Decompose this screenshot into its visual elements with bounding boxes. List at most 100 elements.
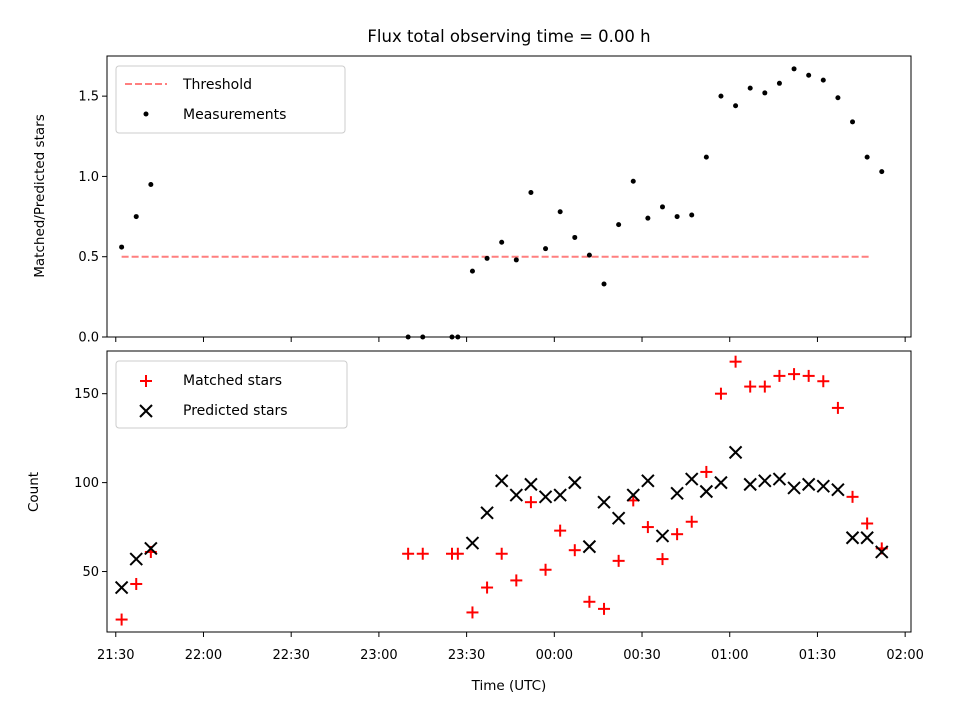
matched-stars-point bbox=[539, 563, 552, 576]
count-legend-box bbox=[115, 360, 348, 429]
matched-stars-point bbox=[524, 496, 537, 509]
matched-stars-point bbox=[773, 369, 786, 382]
predicted-stars-point bbox=[538, 490, 553, 504]
matched-stars-point bbox=[451, 547, 464, 560]
measurements-point bbox=[119, 244, 125, 250]
ratio-x-ticks bbox=[115, 337, 906, 342]
count-y-ticks: 50 100 150 bbox=[74, 387, 107, 580]
count-legend: Matched stars Predicted stars bbox=[115, 360, 348, 429]
x-tick-label: 01:30 bbox=[799, 648, 836, 663]
measurements-point bbox=[864, 154, 870, 160]
predicted-stars-point bbox=[494, 474, 509, 488]
measurements-point bbox=[850, 119, 856, 125]
measurements-point bbox=[762, 90, 768, 96]
matched-stars-point bbox=[641, 521, 654, 534]
ratio-legend: Threshold Measurements bbox=[115, 65, 346, 134]
x-tick-label: 21:30 bbox=[97, 648, 134, 663]
measurements-point bbox=[513, 257, 519, 263]
predicted-stars-point bbox=[743, 477, 757, 492]
measurements-legend-swatch bbox=[143, 111, 149, 117]
matched-stars-point bbox=[495, 547, 508, 560]
matched-stars-point bbox=[671, 528, 684, 541]
ratio-y-tick-label: 1.5 bbox=[78, 90, 99, 105]
ratio-y-tick-label: 0.0 bbox=[78, 331, 99, 346]
predicted-stars-point bbox=[816, 479, 830, 493]
predicted-legend-swatch bbox=[139, 404, 153, 418]
predicted-stars-point bbox=[875, 545, 889, 559]
ratio-y-tick-label: 1.0 bbox=[78, 170, 99, 185]
measurements-point bbox=[733, 103, 739, 109]
measurements-point bbox=[601, 281, 607, 287]
x-tick-label: 02:00 bbox=[886, 648, 923, 663]
measurements-point bbox=[616, 222, 622, 228]
predicted-stars-point bbox=[728, 445, 743, 460]
measurements-point bbox=[148, 181, 154, 187]
measurements-point bbox=[499, 239, 505, 245]
matched-stars-point bbox=[612, 554, 625, 567]
ratio-y-tick-label: 0.5 bbox=[78, 250, 99, 265]
measurements-point bbox=[718, 93, 724, 99]
measurements-point bbox=[557, 209, 563, 215]
x-tick-label: 00:30 bbox=[623, 648, 660, 663]
measurements-point bbox=[703, 154, 709, 160]
measurements-point bbox=[806, 72, 812, 78]
predicted-stars-point bbox=[860, 531, 874, 545]
predicted-stars-point bbox=[787, 481, 801, 495]
measurements-point bbox=[747, 85, 753, 91]
predicted-stars-point bbox=[611, 511, 626, 525]
x-tick-label: 23:00 bbox=[360, 648, 397, 663]
matched-stars-point bbox=[788, 368, 801, 381]
matched-stars-point bbox=[714, 387, 727, 400]
measurements-point bbox=[674, 214, 680, 220]
ratio-y-axis-label: Matched/Predicted stars bbox=[32, 114, 48, 277]
measurements-point bbox=[133, 214, 139, 220]
matched-stars-point bbox=[744, 380, 757, 393]
matched-stars-point bbox=[568, 544, 581, 557]
measurements-point bbox=[469, 268, 475, 274]
matched-stars-point bbox=[598, 602, 611, 615]
count-plot-area bbox=[114, 355, 889, 626]
predicted-stars-point bbox=[114, 580, 129, 595]
measurements-point bbox=[776, 80, 782, 86]
matched-stars-point bbox=[130, 577, 143, 590]
predicted-stars-point bbox=[465, 536, 480, 550]
measurements-point bbox=[528, 189, 534, 195]
matched-stars-point bbox=[758, 380, 771, 393]
measurements-point bbox=[659, 204, 665, 210]
ratio-panel: 0.0 0.5 1.0 1.5 Matched/Predicted stars Thr… bbox=[32, 55, 912, 346]
count-y-axis-label: Count bbox=[26, 472, 42, 512]
predicted-stars-point bbox=[772, 472, 787, 486]
measurements-point bbox=[835, 95, 841, 101]
x-tick-label: 22:00 bbox=[185, 648, 222, 663]
x-tick-label: 23:30 bbox=[448, 648, 485, 663]
predicted-stars-point bbox=[845, 531, 860, 545]
ratio-y-ticks: 0.0 0.5 1.0 1.5 bbox=[78, 90, 107, 346]
predicted-stars-point bbox=[714, 475, 728, 490]
matched-stars-point bbox=[481, 581, 494, 594]
measurements-point bbox=[689, 212, 695, 218]
predicted-stars-point bbox=[801, 477, 816, 492]
predicted-stars-point bbox=[685, 472, 699, 486]
measurements-point bbox=[543, 246, 549, 252]
predicted-stars-point bbox=[582, 539, 597, 554]
predicted-stars-point bbox=[144, 541, 158, 556]
x-tick-label: 00:00 bbox=[536, 648, 573, 663]
measurements-point bbox=[820, 77, 826, 83]
threshold-legend-label: Threshold bbox=[182, 77, 252, 93]
predicted-stars-point bbox=[641, 474, 655, 488]
matched-stars-point bbox=[583, 595, 596, 608]
predicted-stars-point bbox=[509, 488, 524, 502]
matched-stars-point bbox=[817, 375, 830, 388]
count-panel: 50 100 150 21:30 22:00 22:30 23:00 23:30 00:00 0… bbox=[26, 350, 924, 694]
matched-legend-label: Matched stars bbox=[183, 373, 282, 389]
matched-stars-point bbox=[416, 547, 429, 560]
predicted-stars-point bbox=[568, 475, 582, 490]
matched-stars-point bbox=[402, 547, 415, 560]
measurements-legend-label: Measurements bbox=[183, 107, 286, 123]
predicted-stars-point bbox=[597, 495, 611, 509]
measurements-point bbox=[586, 252, 592, 258]
predicted-stars-point bbox=[670, 486, 684, 500]
measurements-point bbox=[645, 215, 651, 221]
predicted-stars-point bbox=[129, 552, 143, 566]
